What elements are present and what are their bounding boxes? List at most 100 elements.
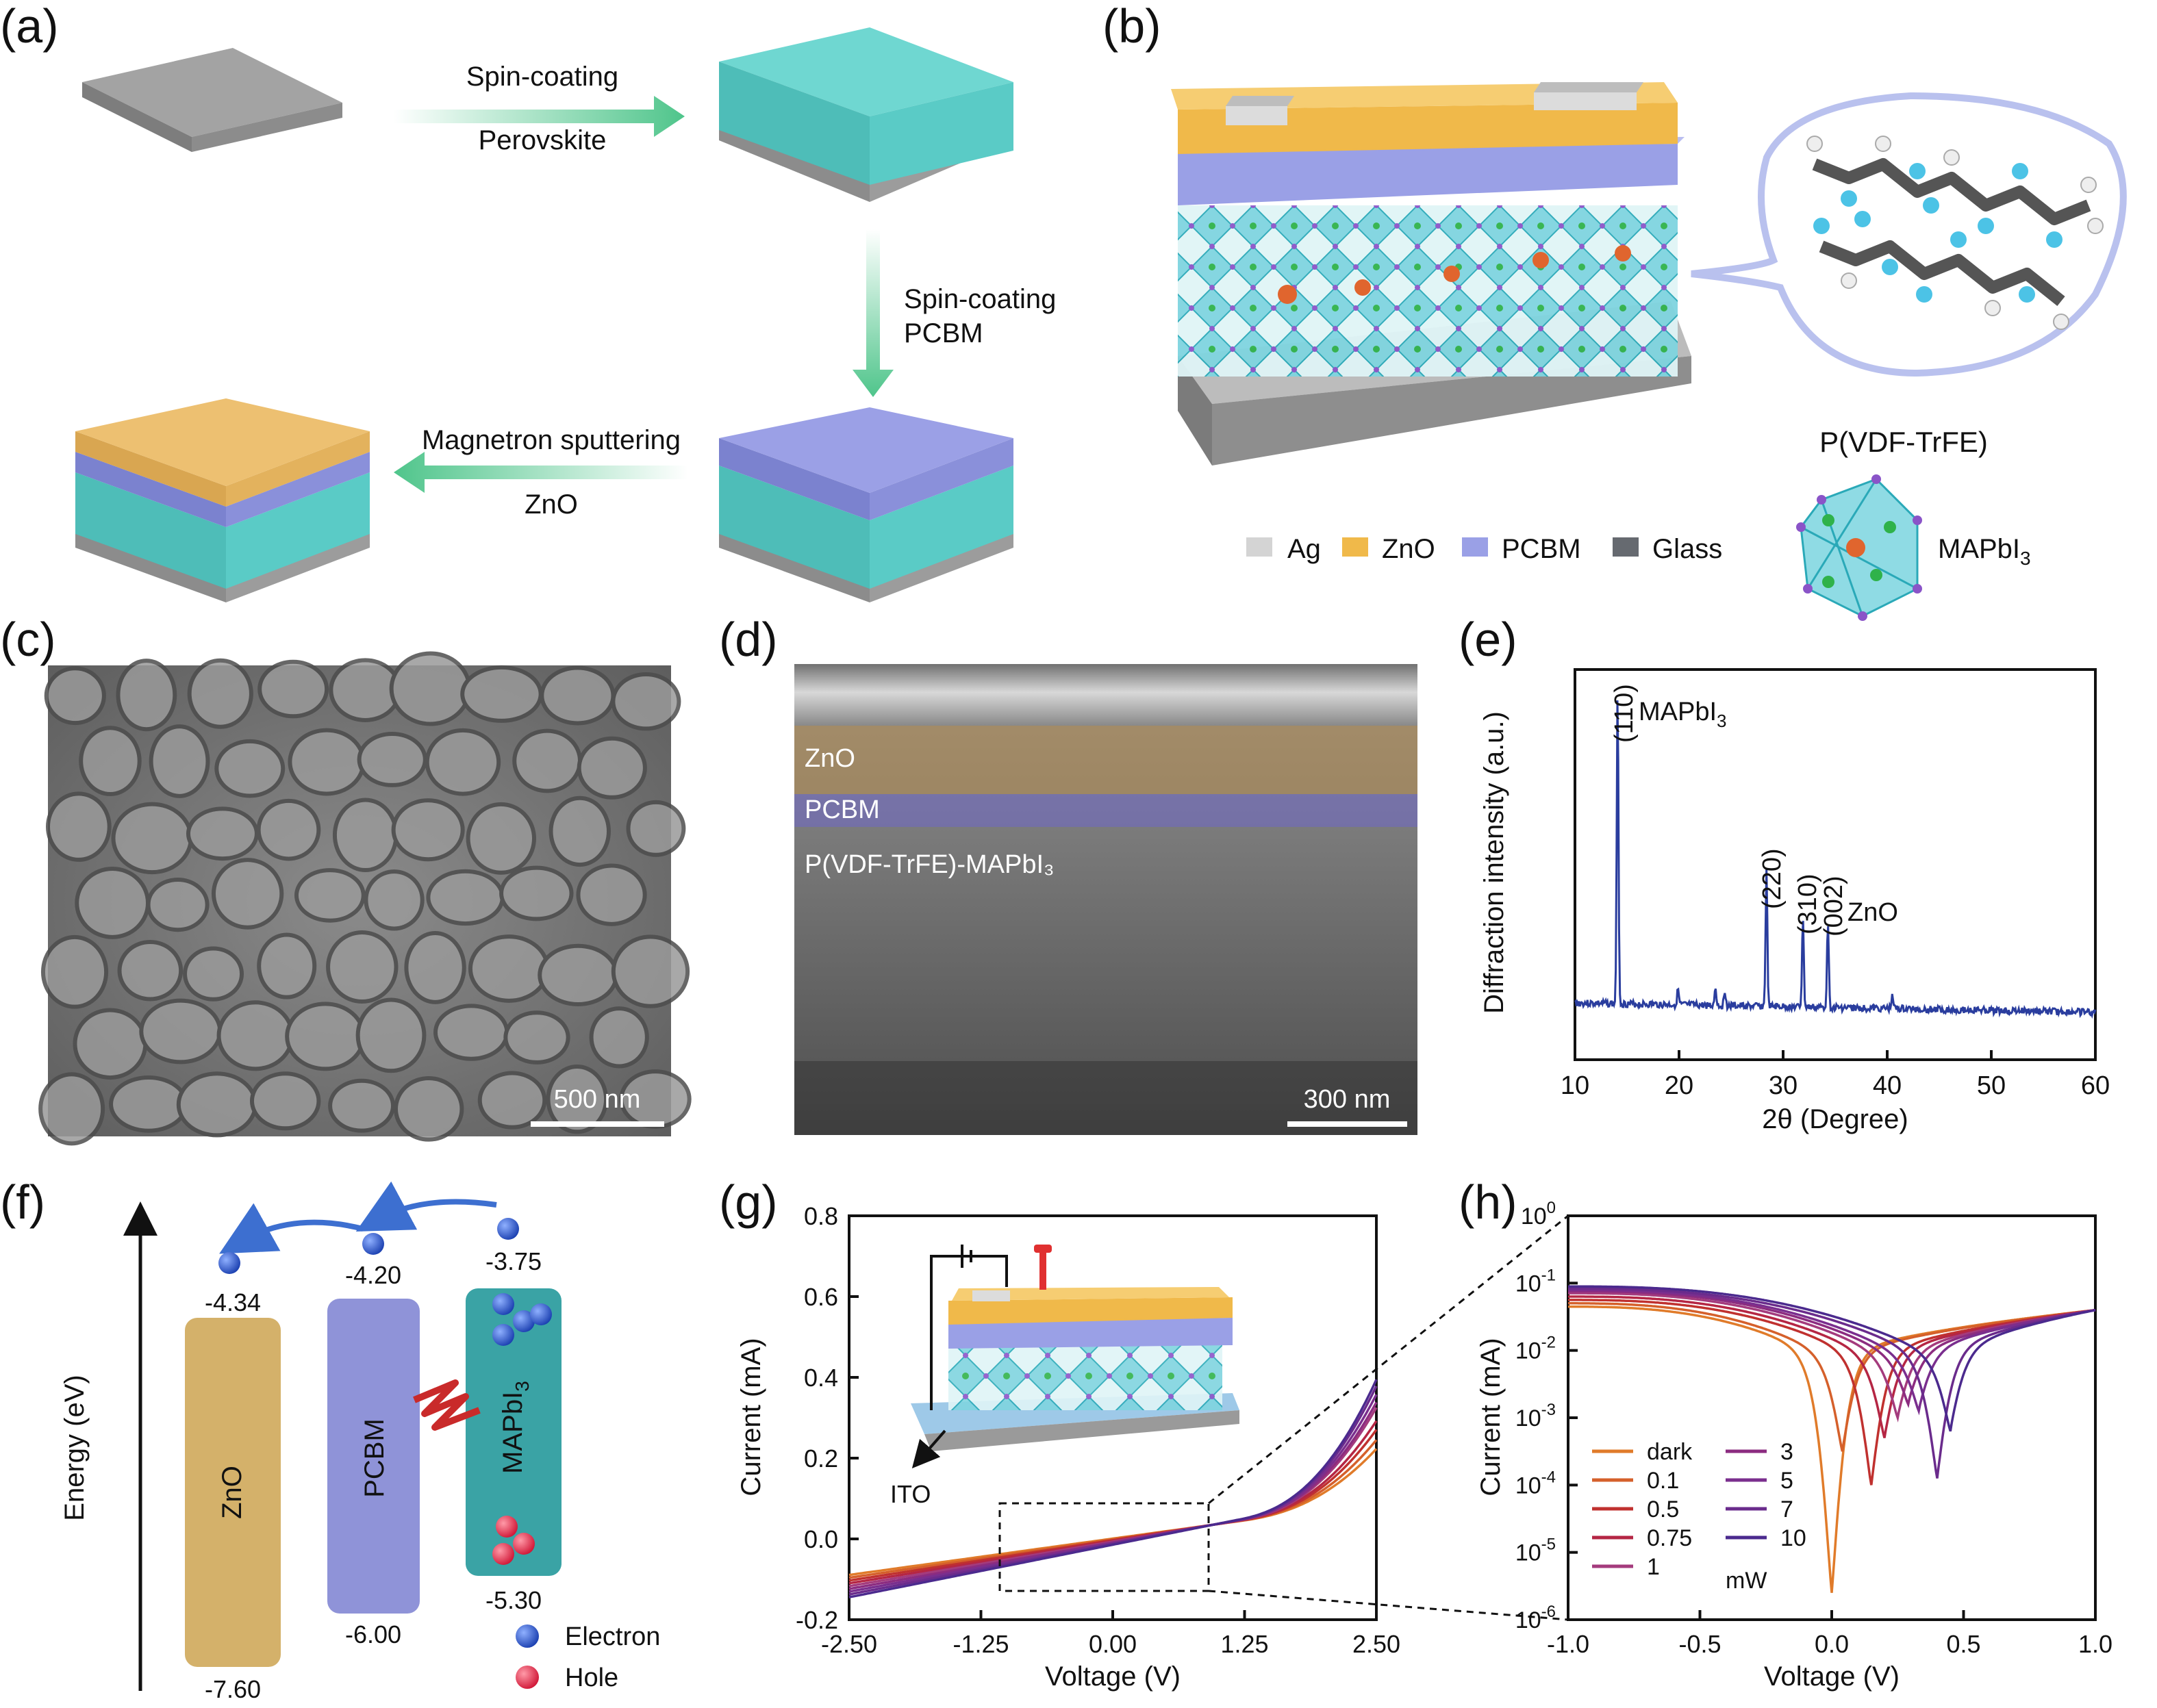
sem-grain	[256, 798, 321, 861]
xrd-x-tick-label: 50	[1977, 1071, 2006, 1100]
zno-band-label: ZnO	[217, 1466, 247, 1519]
peak-label-310: (310)	[1793, 874, 1822, 934]
legend-pcbm: PCBM	[1502, 534, 1581, 564]
electron-transfer-arrows	[219, 1181, 497, 1254]
sem-grain	[288, 728, 366, 796]
zoom-connector-bottom	[1208, 1590, 1569, 1621]
iv-inset-ito: ITO	[890, 1480, 931, 1508]
zno-layer	[794, 726, 1417, 794]
panel-label-a: (a)	[0, 0, 59, 53]
pcbm-bottom-value: -6.00	[345, 1620, 401, 1648]
sem-grain	[44, 666, 106, 726]
logiv-ticks: -1.0 -0.5 0.0 0.5 1.0 100 10-1 10-2 10-3 10-4 10-5…	[1515, 1199, 2112, 1658]
iv-x-tick-label: -2.50	[821, 1630, 877, 1658]
xrd-axes-frame	[1574, 668, 2097, 1061]
sem-grain	[357, 732, 427, 787]
sem-grain	[257, 659, 329, 719]
mapbi3-bottom-value: -5.30	[485, 1586, 542, 1614]
panel-c-sem: 500 nm	[38, 651, 692, 1146]
arrow-step1	[394, 96, 685, 137]
sem-grains	[38, 651, 692, 1146]
pcbm-band-label: PCBM	[360, 1418, 390, 1498]
xrd-x-tick-label: 40	[1873, 1071, 1902, 1100]
xrd-x-ticks: 10 20 30 40 50 60	[1561, 1050, 2110, 1100]
step1-bottom-label: Perovskite	[479, 125, 607, 155]
legend-ag: Ag	[1287, 534, 1321, 564]
sem-grain	[149, 724, 210, 798]
step1-top-label: Spin-coating	[466, 62, 618, 92]
sem-grain	[425, 728, 501, 796]
legend-hole-ball	[516, 1666, 539, 1689]
legend-swatch-zno	[1342, 537, 1368, 557]
sem-grain	[249, 1071, 321, 1131]
logiv-y-tick-label: 10-6	[1515, 1603, 1556, 1633]
layer-label-zno: ZnO	[805, 744, 855, 773]
iv-inset-device	[911, 1245, 1239, 1469]
legend-electron-ball	[516, 1624, 539, 1648]
sem-grain	[45, 791, 112, 862]
logiv-series-0.1	[1568, 1302, 2096, 1452]
iv-series	[848, 1379, 1378, 1598]
xrd-x-tick-label: 30	[1769, 1071, 1798, 1100]
sem-grain	[328, 1078, 395, 1133]
ag-electrodes	[1226, 82, 1643, 125]
sem-grain	[176, 1071, 257, 1138]
logiv-x-tick-label: 0.5	[1946, 1630, 1980, 1658]
polymer-label: P(VDF-TrFE)	[1819, 426, 1988, 458]
crystal-unit-icon	[1796, 474, 1922, 621]
sem-grain	[117, 940, 184, 1002]
sem-grain	[611, 672, 681, 731]
mapbi3-band	[466, 1288, 562, 1576]
sem-grain	[391, 798, 465, 862]
legend-swatch-pcbm	[1462, 537, 1488, 557]
step2-bottom-label: PCBM	[904, 318, 983, 348]
logiv-series-7	[1568, 1287, 2096, 1479]
sem-grain	[503, 1010, 570, 1065]
sem-grain	[426, 869, 505, 926]
logiv-series-0.75	[1568, 1295, 2096, 1438]
sem-grain	[540, 665, 616, 726]
iv-y-tick-label: 0.8	[804, 1202, 838, 1230]
polymer-chain	[1806, 136, 2104, 330]
sem-grain	[548, 795, 611, 867]
substrate-glass	[82, 48, 342, 152]
panel-h-logiv: -1.0 -0.5 0.0 0.5 1.0 100 10-1 10-2 10-3 10-4 10-5…	[1476, 1199, 2112, 1692]
sem-grain	[183, 946, 244, 1002]
layer-label-perovskite: P(VDF-TrFE)-MAPbI₃	[805, 850, 1055, 879]
photon-zigzag	[413, 1379, 481, 1431]
sem-grain	[626, 800, 686, 857]
logiv-legend-label: 7	[1780, 1496, 1793, 1522]
iv-y-tick-label: 0.4	[804, 1364, 838, 1392]
step2-top-label: Spin-coating	[904, 284, 1056, 314]
peak-label-110: (110)	[1610, 684, 1639, 743]
logiv-legend-label: 0.5	[1647, 1496, 1679, 1522]
pcbm-top-value: -4.20	[345, 1261, 401, 1289]
sem-grain	[139, 998, 223, 1065]
sem-grain	[477, 1071, 547, 1130]
pcbm-band	[327, 1299, 420, 1614]
iv-y-tick-label: 0.0	[804, 1525, 838, 1553]
iv-series-10	[848, 1379, 1378, 1598]
logiv-y-tick-label: 10-2	[1515, 1334, 1556, 1364]
panel-d-crosssection: ZnO PCBM P(VDF-TrFE)-MAPbI₃ 300 nm	[794, 664, 1417, 1135]
xrd-x-tick-label: 60	[2081, 1071, 2110, 1100]
sem-grain	[146, 878, 210, 932]
sem-grain	[214, 739, 286, 798]
stack-final	[75, 398, 370, 602]
logiv-legend-label: 1	[1647, 1554, 1660, 1580]
sem-grain	[499, 865, 574, 921]
iv-zoom-box	[998, 1502, 1210, 1592]
sem-grain	[393, 1075, 464, 1142]
perovskite-lattice	[1178, 205, 1678, 377]
peak-label-zno: ZnO	[1847, 898, 1898, 927]
sem-grain	[460, 665, 543, 723]
sem-grain	[538, 943, 619, 1006]
peak-label-002: (002)	[1819, 876, 1848, 936]
sem-grain	[40, 934, 109, 1009]
zno-bottom-value: -7.60	[205, 1675, 261, 1703]
sem-grain	[512, 728, 582, 793]
xrd-x-tick-label: 20	[1665, 1071, 1693, 1100]
zoom-connector-top	[1208, 1214, 1569, 1505]
logiv-series	[1568, 1285, 2096, 1593]
sem-grain	[433, 1004, 509, 1061]
